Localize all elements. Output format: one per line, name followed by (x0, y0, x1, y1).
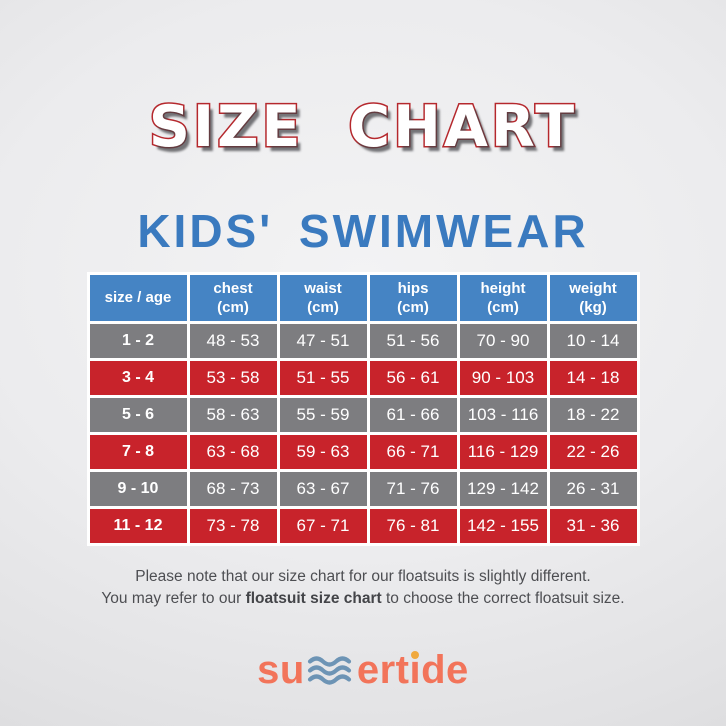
header-unit: (cm) (397, 298, 429, 316)
cell-height: 142 - 155 (456, 505, 550, 546)
table-row: 5 - 6 58 - 63 55 - 59 61 - 66 103 - 116 … (86, 394, 640, 435)
cell-age: 5 - 6 (86, 394, 190, 435)
cell-waist: 63 - 67 (276, 468, 370, 509)
cell-weight: 10 - 14 (546, 320, 640, 361)
note-text: Please note that our size chart for our … (53, 566, 673, 610)
header-label: chest (213, 279, 253, 297)
cell-height: 90 - 103 (456, 357, 550, 398)
header-waist: waist (cm) (276, 271, 370, 324)
cell-height: 129 - 142 (456, 468, 550, 509)
logo-text-su: su (257, 647, 305, 692)
header-height: height (cm) (456, 271, 550, 324)
cell-hips: 51 - 56 (366, 320, 460, 361)
logo-text-de: de (421, 647, 469, 692)
cell-age: 1 - 2 (86, 320, 190, 361)
cell-age: 7 - 8 (86, 431, 190, 472)
table-row: 1 - 2 48 - 53 47 - 51 51 - 56 70 - 90 10… (86, 320, 640, 361)
header-label: hips (397, 279, 429, 297)
cell-chest: 48 - 53 (186, 320, 280, 361)
cell-waist: 67 - 71 (276, 505, 370, 546)
header-unit: (kg) (579, 298, 607, 316)
cell-waist: 59 - 63 (276, 431, 370, 472)
header-unit: (cm) (217, 298, 249, 316)
table-header-row: size / age chest (cm) waist (cm) hips (c… (86, 271, 640, 324)
logo-letter-i: i (409, 647, 422, 692)
cell-age: 11 - 12 (86, 505, 190, 546)
cell-chest: 63 - 68 (186, 431, 280, 472)
cell-chest: 58 - 63 (186, 394, 280, 435)
cell-hips: 56 - 61 (366, 357, 460, 398)
cell-weight: 14 - 18 (546, 357, 640, 398)
note-line-1: Please note that our size chart for our … (135, 567, 591, 585)
header-unit: (cm) (307, 298, 339, 316)
note-line-2-suffix: to choose the correct floatsuit size. (381, 589, 625, 607)
cell-chest: 73 - 78 (186, 505, 280, 546)
header-hips: hips (cm) (366, 271, 460, 324)
cell-weight: 22 - 26 (546, 431, 640, 472)
header-chest: chest (cm) (186, 271, 280, 324)
cell-weight: 18 - 22 (546, 394, 640, 435)
cell-weight: 26 - 31 (546, 468, 640, 509)
page-title: SIZE CHART (147, 94, 578, 160)
cell-height: 70 - 90 (456, 320, 550, 361)
cell-weight: 31 - 36 (546, 505, 640, 546)
note-line-2-bold: floatsuit size chart (245, 589, 382, 607)
logo-text-ert: ert (356, 647, 410, 692)
header-size-age: size / age (86, 271, 190, 324)
table-row: 3 - 4 53 - 58 51 - 55 56 - 61 90 - 103 1… (86, 357, 640, 398)
cell-chest: 68 - 73 (186, 468, 280, 509)
table-row: 11 - 12 73 - 78 67 - 71 76 - 81 142 - 15… (86, 505, 640, 546)
cell-hips: 66 - 71 (366, 431, 460, 472)
header-weight: weight (kg) (546, 271, 640, 324)
table-row: 7 - 8 63 - 68 59 - 63 66 - 71 116 - 129 … (86, 431, 640, 472)
table-row: 9 - 10 68 - 73 63 - 67 71 - 76 129 - 142… (86, 468, 640, 509)
cell-height: 103 - 116 (456, 394, 550, 435)
cell-waist: 47 - 51 (276, 320, 370, 361)
size-table: size / age chest (cm) waist (cm) hips (c… (86, 271, 640, 546)
cell-waist: 51 - 55 (276, 357, 370, 398)
cell-age: 9 - 10 (86, 468, 190, 509)
header-label: height (480, 279, 526, 297)
cell-hips: 61 - 66 (366, 394, 460, 435)
note-line-2-prefix: You may refer to our (101, 589, 246, 607)
cell-chest: 53 - 58 (186, 357, 280, 398)
cell-waist: 55 - 59 (276, 394, 370, 435)
cell-hips: 76 - 81 (366, 505, 460, 546)
cell-age: 3 - 4 (86, 357, 190, 398)
header-label: weight (569, 279, 617, 297)
wave-icon (307, 653, 355, 685)
cell-height: 116 - 129 (456, 431, 550, 472)
header-unit: (cm) (487, 298, 519, 316)
section-title: KIDS' SWIMWEAR (137, 204, 589, 257)
cell-hips: 71 - 76 (366, 468, 460, 509)
header-label: waist (304, 279, 342, 297)
brand-logo: su ertide (257, 650, 469, 690)
